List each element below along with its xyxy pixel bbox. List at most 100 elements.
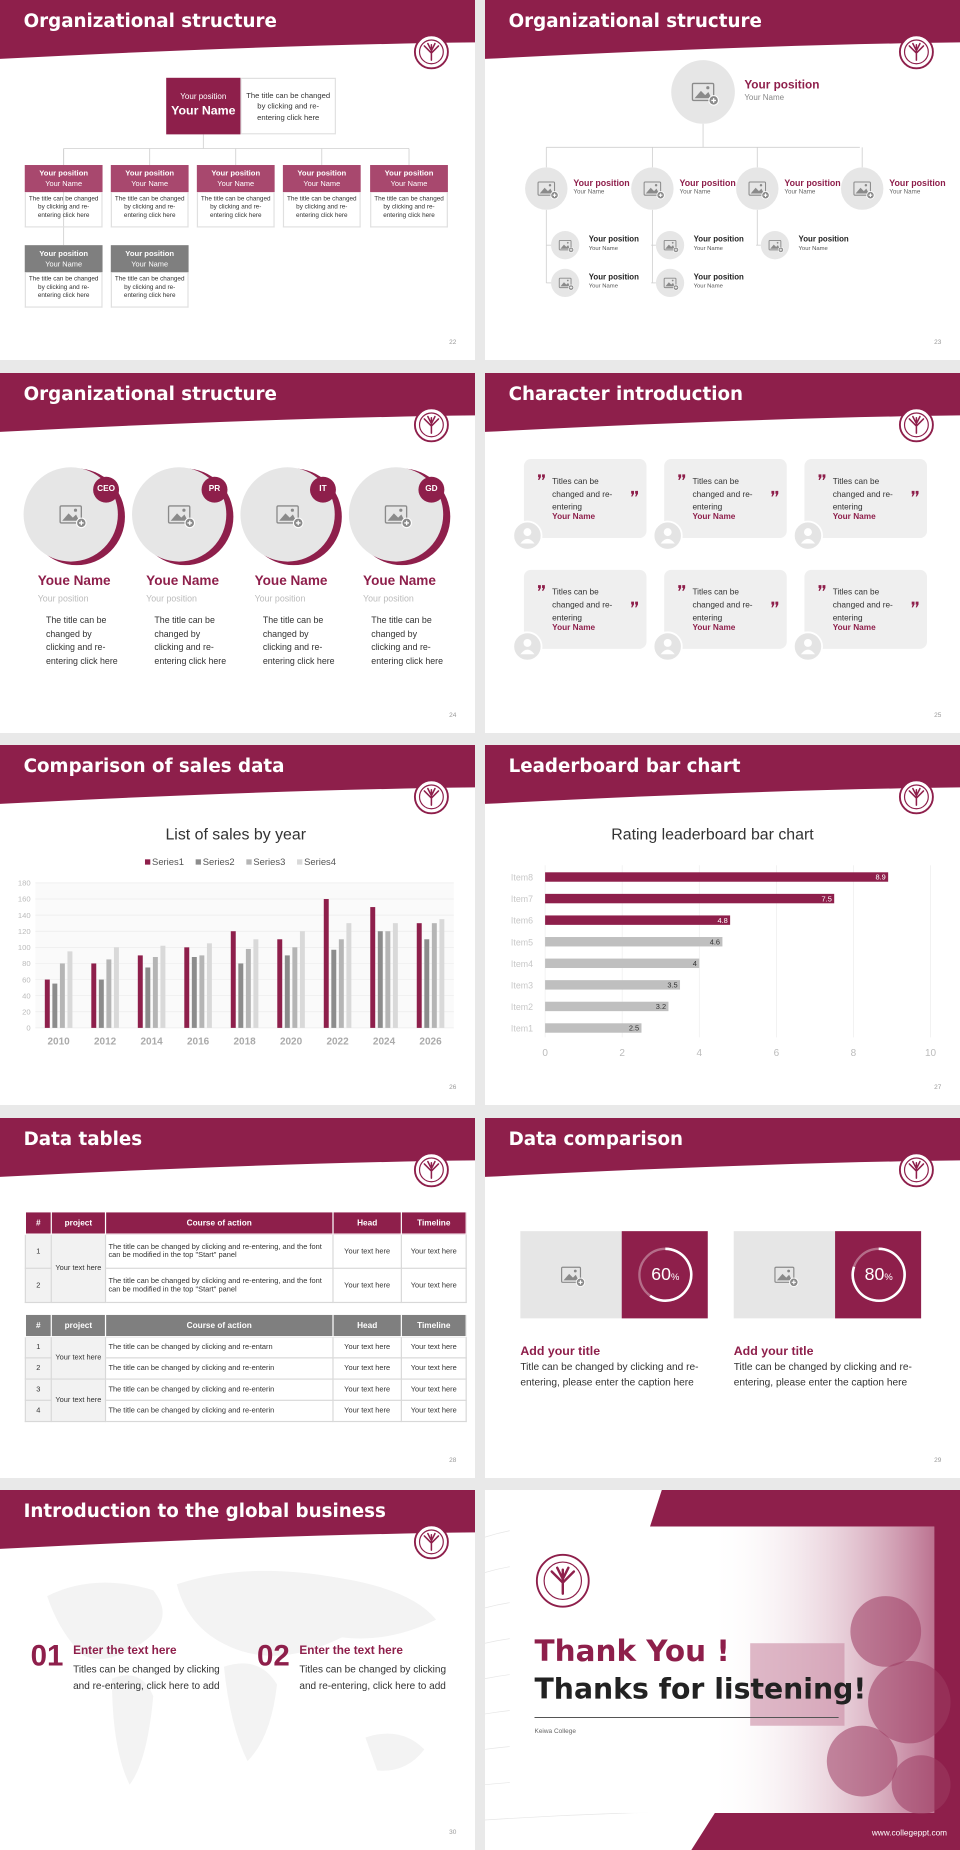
header-band: [485, 745, 960, 804]
item-heading: Enter the text here: [299, 1644, 403, 1658]
row-number: 2: [24, 1356, 52, 1380]
box-desc: The title can be changed by clicking and…: [114, 275, 185, 300]
logo-inner: [418, 1529, 444, 1555]
top-name: Your Name: [744, 94, 785, 103]
project-cell: Your text here: [50, 1233, 107, 1303]
slide-title: Comparison of sales data: [23, 755, 285, 777]
value-label: 7.5: [822, 894, 832, 903]
slide-graphics: [0, 1117, 475, 1187]
level3-name: Your Name: [693, 245, 723, 253]
image-icon: [691, 82, 715, 102]
level3-photo: [655, 231, 685, 260]
tag: GD: [425, 483, 438, 493]
image-icon-plus: [779, 248, 783, 252]
box-header: [24, 165, 103, 193]
image-icon-plus: [569, 286, 573, 289]
level2-name: Your Name: [573, 188, 605, 196]
box-desc: The title can be changed by clicking and…: [374, 195, 444, 220]
value-number: 60: [651, 1264, 671, 1285]
image-icon: [643, 181, 662, 196]
card-name: Your Name: [832, 512, 876, 522]
table-row: 3 Your text here The title can be changed …: [24, 1377, 467, 1422]
y-tick-label: 40: [22, 991, 31, 1000]
y-category-label: Item4: [511, 959, 533, 969]
x-tick-label: 2016: [187, 1036, 210, 1047]
page-number: 26: [449, 1084, 457, 1092]
level2-name: Your Name: [889, 188, 921, 196]
value-label: 4.6: [710, 937, 720, 946]
image-icon-plus: [868, 193, 873, 198]
image-icon-mountain: [539, 187, 553, 194]
level2-position: Your position: [889, 177, 946, 189]
slide-graphics: [485, 0, 960, 298]
table-header-cell: #: [24, 1313, 52, 1337]
accent-shape: [650, 1490, 960, 1850]
logo-inner: [903, 39, 929, 65]
y-tick-label: 80: [22, 959, 31, 968]
bar: [346, 923, 352, 1028]
quote-mark: [771, 601, 779, 607]
box-desc-frame: [24, 272, 103, 308]
quote-mark: [771, 490, 779, 497]
tag: PR: [208, 483, 221, 493]
table-row: 2 The title can be changed by clicking an…: [24, 1356, 467, 1380]
bar: [277, 939, 283, 1028]
box-position: Your position: [125, 169, 175, 178]
table-header-cell: project: [50, 1210, 107, 1235]
card: [523, 458, 647, 538]
item-desc: Title can be changed by clicking and re-…: [520, 1360, 699, 1388]
image-icon: [558, 277, 572, 289]
bar: [152, 957, 158, 1028]
image-icon-sun: [776, 241, 779, 244]
level3-photo: [655, 268, 685, 298]
box-position: Your position: [384, 169, 434, 178]
bar: [370, 907, 376, 1028]
header-band: [485, 1117, 960, 1177]
level3-position: Your position: [588, 273, 639, 282]
head-cell: Your text here: [332, 1356, 402, 1380]
table-row: 4 The title can be changed by clicking an…: [24, 1399, 467, 1422]
level3-photo: [760, 231, 790, 260]
slide-title: Organizational structure: [508, 10, 762, 32]
image-icon-sun: [787, 1269, 791, 1272]
project-cell: Your text here: [50, 1377, 107, 1422]
tag-badge: [93, 476, 120, 503]
x-tick-label: 2026: [419, 1036, 442, 1047]
map-shape: [223, 1663, 277, 1762]
box-desc-frame: [370, 192, 448, 228]
level3-name: Your Name: [588, 245, 619, 253]
row-number: 1: [24, 1335, 52, 1358]
image-icon-mountain: [855, 187, 869, 194]
y-category-label: Item7: [511, 894, 533, 904]
image-icon-sun: [654, 184, 658, 187]
slide-content: Organizational structure 24 CEO Youe Name Yo…: [0, 372, 475, 733]
logo-tree: [908, 415, 925, 434]
y-category-label: Item3: [511, 980, 533, 990]
bar: [145, 967, 151, 1028]
image-icon-plus: [578, 1279, 583, 1284]
timeline-cell: Your text here: [400, 1267, 467, 1303]
quote-mark: [911, 490, 919, 497]
legend-swatch: [195, 859, 201, 865]
image-icon-sun: [864, 184, 868, 187]
image-icon-plus: [569, 248, 573, 252]
page-number: 24: [449, 711, 457, 720]
slide-title: Character introduction: [508, 383, 744, 405]
course-cell: The title can be changed by clicking and…: [104, 1399, 334, 1422]
y-category-label: Item5: [511, 937, 533, 947]
slide-content: List of sales by year 0 20 40 60 80 100 120 140 1…: [0, 745, 475, 1105]
logo-inner: [543, 1561, 583, 1601]
image-icon-sun: [671, 279, 674, 282]
table-header-cell: Timeline: [400, 1210, 467, 1235]
bar: [545, 1001, 669, 1012]
quote-mark: [818, 584, 826, 591]
level2-position: Your position: [679, 177, 736, 189]
slide: Character introduction 25 Titles can be ch…: [485, 372, 960, 733]
image-icon-plus: [404, 520, 409, 525]
slide-graphics: [0, 0, 475, 246]
logo-inner: [903, 411, 929, 437]
url: www.collegeppt.com: [871, 1829, 948, 1838]
value-panel: [835, 1230, 922, 1318]
bar: [67, 951, 73, 1028]
